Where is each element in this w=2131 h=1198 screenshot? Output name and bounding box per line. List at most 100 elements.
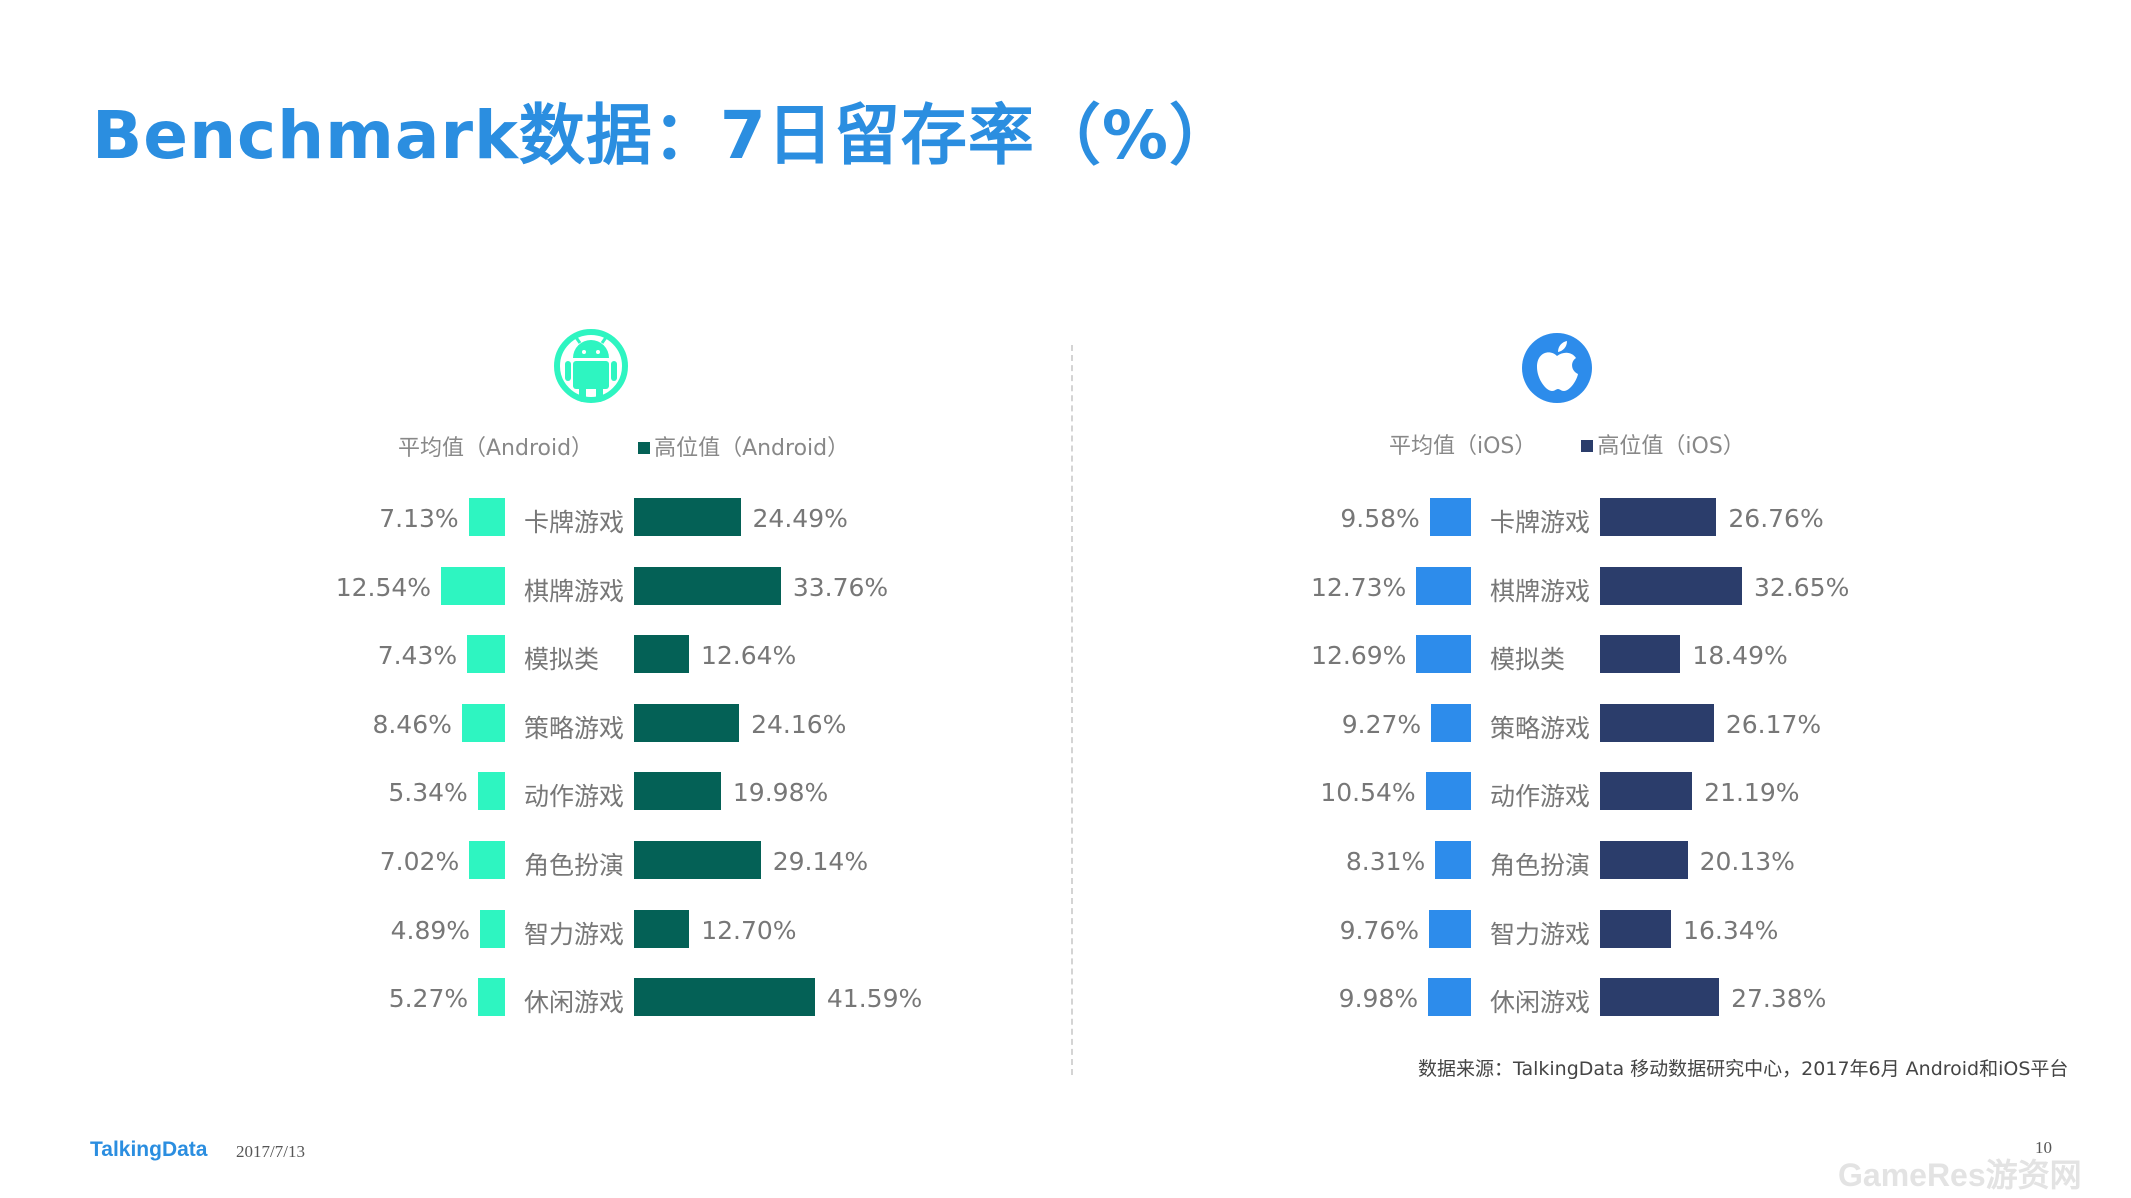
legend-ios-high: 高位值（iOS） <box>1581 428 1745 460</box>
android-high-label: 12.64% <box>700 641 797 671</box>
ios-high-bar <box>1600 498 1717 536</box>
ios-row: 12.69% 模拟类 18.49% <box>1066 635 2066 675</box>
android-category-label: 休闲游戏 <box>524 988 625 1018</box>
legend-android-high: 高位值（Android） <box>638 430 849 462</box>
android-legend: 平均值（Android） 高位值（Android） <box>398 430 887 462</box>
ios-avg-bar <box>1429 909 1471 948</box>
watermark: GameRes游资网 <box>1838 1157 2082 1193</box>
android-avg-bar <box>467 635 505 674</box>
ios-avg-label: 12.69% <box>1311 641 1407 671</box>
ios-row: 9.76% 智力游戏 16.34% <box>1066 909 2066 949</box>
android-high-bar <box>634 566 781 605</box>
ios-avg-label: 8.31% <box>1345 847 1426 876</box>
android-high-bar <box>634 498 741 536</box>
ios-category-label: 模拟类 <box>1490 645 1566 675</box>
android-row: 4.89% 智力游戏 12.70% <box>0 909 1000 949</box>
android-high-label: 24.49% <box>752 504 848 533</box>
ios-category-label: 动作游戏 <box>1490 782 1591 812</box>
ios-high-label: 21.19% <box>1704 778 1800 808</box>
android-chart: 平均值（Android） 高位值（Android） 7.13% 卡牌游戏 24.49… <box>0 320 1000 1080</box>
ios-high-bar <box>1600 703 1714 742</box>
android-category-label: 智力游戏 <box>524 919 625 949</box>
ios-row: 12.73% 棋牌游戏 32.65% <box>1066 566 2066 606</box>
android-avg-label: 5.27% <box>388 984 469 1014</box>
android-avg-label: 12.54% <box>335 572 432 602</box>
ios-category-label: 休闲游戏 <box>1490 988 1591 1018</box>
android-row: 7.02% 角色扮演 29.14% <box>0 841 1000 880</box>
android-avg-label: 7.13% <box>379 504 459 533</box>
android-avg-label: 8.46% <box>372 709 452 739</box>
android-avg-bar <box>478 978 505 1017</box>
ios-avg-bar <box>1416 635 1471 674</box>
android-category-label: 模拟类 <box>524 645 600 675</box>
legend-ios-high-swatch <box>1581 440 1594 452</box>
ios-category-label: 角色扮演 <box>1490 851 1591 880</box>
ios-category-label: 卡牌游戏 <box>1490 508 1591 537</box>
android-row: 12.54% 棋牌游戏 33.76% <box>0 566 1000 606</box>
legend-android-avg: 平均值（Android） <box>398 436 594 461</box>
android-category-label: 棋牌游戏 <box>524 576 625 606</box>
android-avg-bar <box>469 841 505 879</box>
ios-avg-bar <box>1435 841 1471 879</box>
ios-high-label: 20.13% <box>1699 847 1795 876</box>
ios-high-label: 27.38% <box>1731 984 1827 1014</box>
ios-high-bar <box>1600 841 1688 879</box>
apple-icon <box>1522 333 1592 403</box>
android-row: 7.43% 模拟类 12.64% <box>0 635 1000 675</box>
ios-avg-label: 10.54% <box>1320 778 1416 808</box>
brand-logo: TalkingData <box>90 1138 208 1161</box>
ios-avg-bar <box>1416 566 1471 605</box>
android-row: 5.34% 动作游戏 19.98% <box>0 772 1000 812</box>
legend-ios-avg: 平均值（iOS） <box>1389 434 1537 459</box>
ios-row: 9.27% 策略游戏 26.17% <box>1066 703 2066 743</box>
android-high-label: 12.70% <box>701 915 797 945</box>
android-high-bar <box>634 635 689 674</box>
android-avg-bar <box>441 566 505 605</box>
android-avg-bar <box>461 703 505 742</box>
ios-high-bar <box>1600 635 1681 674</box>
ios-high-bar <box>1600 772 1693 811</box>
android-high-bar <box>634 841 761 879</box>
ios-high-label: 26.17% <box>1725 709 1822 739</box>
ios-chart: 平均值（iOS） 高位值（iOS） 9.58% 卡牌游戏 26.76% 12.73% 棋… <box>1066 320 2066 1080</box>
android-icon <box>554 329 628 403</box>
ios-avg-bar <box>1431 703 1471 742</box>
android-high-bar <box>634 772 721 811</box>
android-high-bar <box>634 703 740 742</box>
android-high-label: 41.59% <box>826 984 923 1014</box>
android-row: 5.27% 休闲游戏 41.59% <box>0 978 1000 1018</box>
ios-avg-label: 12.73% <box>1310 572 1407 602</box>
legend-android-high-swatch <box>638 442 651 454</box>
ios-row: 9.58% 卡牌游戏 26.76% <box>1066 498 2066 537</box>
ios-avg-label: 9.27% <box>1341 709 1422 739</box>
ios-high-label: 16.34% <box>1683 915 1779 945</box>
android-category-label: 动作游戏 <box>524 782 625 812</box>
android-high-label: 33.76% <box>792 572 889 602</box>
ios-avg-label: 9.98% <box>1338 984 1419 1014</box>
ios-avg-bar <box>1428 978 1471 1017</box>
android-high-label: 29.14% <box>772 847 869 876</box>
ios-avg-bar <box>1425 772 1471 811</box>
android-row: 8.46% 策略游戏 24.16% <box>0 703 1000 743</box>
ios-legend: 平均值（iOS） 高位值（iOS） <box>1389 428 1783 460</box>
android-avg-label: 7.02% <box>379 847 460 876</box>
android-avg-bar <box>480 909 505 948</box>
ios-category-label: 棋牌游戏 <box>1490 576 1591 606</box>
android-avg-label: 5.34% <box>388 778 468 808</box>
ios-high-bar <box>1600 978 1720 1017</box>
android-avg-label: 7.43% <box>377 641 458 671</box>
android-category-label: 策略游戏 <box>524 713 625 743</box>
page-number: 10 <box>2035 1138 2052 1157</box>
android-high-label: 19.98% <box>732 778 829 808</box>
android-category-label: 角色扮演 <box>524 851 625 880</box>
page-title: Benchmark数据：7日留存率（%） <box>92 97 1236 174</box>
ios-avg-bar <box>1429 498 1471 536</box>
ios-row: 10.54% 动作游戏 21.19% <box>1066 772 2066 812</box>
android-high-label: 24.16% <box>751 709 847 739</box>
ios-avg-label: 9.76% <box>1339 915 1420 945</box>
ios-row: 9.98% 休闲游戏 27.38% <box>1066 978 2066 1018</box>
ios-high-bar <box>1600 909 1672 948</box>
ios-high-label: 32.65% <box>1754 572 1850 602</box>
ios-high-label: 18.49% <box>1692 641 1788 671</box>
android-high-bar <box>634 978 815 1017</box>
